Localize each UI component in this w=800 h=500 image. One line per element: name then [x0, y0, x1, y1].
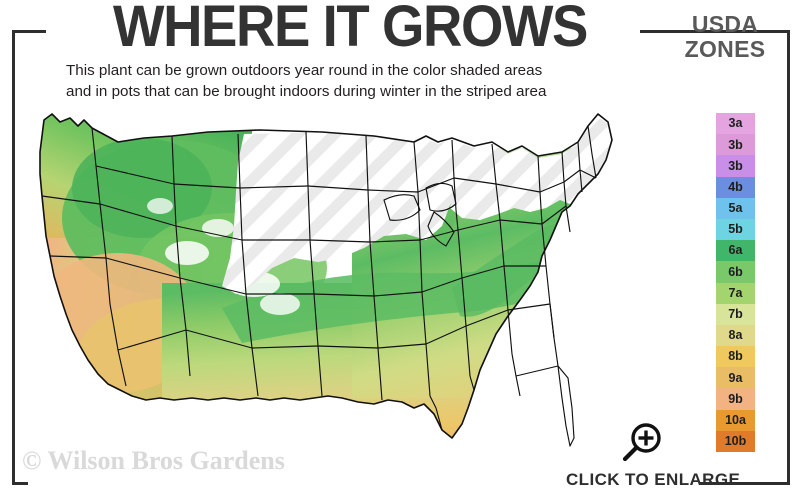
frame-left-edge [12, 30, 15, 485]
usda-zone-legend[interactable]: 3a 3b 3b 4b 5a 5b 6a 6b 7a 7b 8a 8b 9a 9b 10a 10b [716, 113, 755, 452]
magnifier-svg [622, 423, 661, 462]
hardiness-zone-map[interactable] [22, 108, 662, 468]
zone-swatch-6b-7[interactable]: 6b [716, 261, 755, 283]
subtitle-line-1: This plant can be grown outdoors year ro… [66, 62, 543, 79]
frame-bottom-right [700, 482, 790, 485]
frame-bottom-left [12, 482, 28, 485]
map-svg [39, 113, 613, 447]
legend-title-line-2: ZONES [684, 36, 766, 62]
subtitle-line-2: and in pots that can be brought indoors … [66, 83, 547, 100]
zone-swatch-7a-8[interactable]: 7a [716, 282, 755, 304]
zone-swatch-5a-4[interactable]: 5a [716, 197, 755, 219]
zone-swatch-3b-1[interactable]: 3b [716, 134, 755, 156]
zone-swatch-4b-3[interactable]: 4b [716, 176, 755, 198]
frame-right-edge [787, 30, 790, 485]
zone-swatch-10a-14[interactable]: 10a [716, 409, 755, 431]
zone-swatch-9b-13[interactable]: 9b [716, 388, 755, 410]
zone-swatch-8a-10[interactable]: 8a [716, 324, 755, 347]
zone-swatch-8b-11[interactable]: 8b [716, 346, 755, 368]
legend-title: USDA ZONES [666, 12, 784, 62]
legend-title-line-1: USDA [691, 11, 759, 37]
page-title: WHERE IT GROWS [113, 0, 588, 59]
click-to-enlarge-label[interactable]: CLICK TO ENLARGE [566, 470, 741, 489]
zone-swatch-3a-0[interactable]: 3a [716, 113, 755, 135]
striped-overwinter-region [222, 118, 612, 294]
magnifier-plus-icon[interactable] [616, 420, 666, 468]
zone-swatch-10b-15[interactable]: 10b [716, 430, 755, 452]
zone-swatch-9a-12[interactable]: 9a [716, 367, 755, 389]
zone-swatch-5b-5[interactable]: 5b [716, 218, 755, 241]
watermark-credit: © Wilson Bros Gardens [22, 446, 285, 475]
frame-top-right [640, 30, 790, 33]
state-boundaries [39, 113, 613, 447]
subtitle-text: This plant can be grown outdoors year ro… [66, 60, 626, 102]
frame-top-left [12, 30, 46, 33]
zone-swatch-3b-2[interactable]: 3b [716, 155, 755, 177]
zone-swatch-6a-6[interactable]: 6a [716, 240, 755, 262]
zone-swatch-7b-9[interactable]: 7b [716, 303, 755, 325]
